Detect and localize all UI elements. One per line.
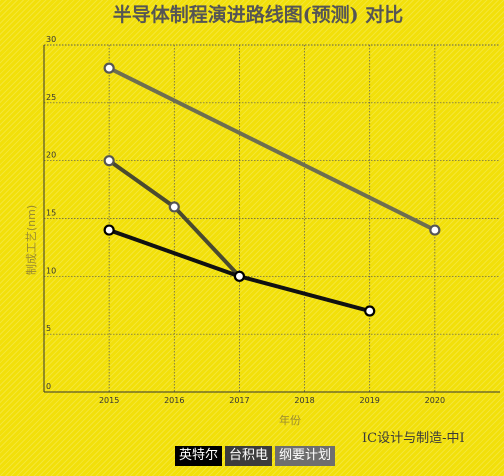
y-tick-label: 5 xyxy=(46,324,51,333)
y-tick-label: 0 xyxy=(46,382,51,391)
y-tick-label: 20 xyxy=(46,151,56,160)
legend: 英特尔 台积电 纲要计划 xyxy=(175,446,336,466)
y-tick-labels: 0 5 10 15 20 25 30 xyxy=(46,35,56,391)
data-point-s1-0 xyxy=(103,155,115,167)
data-point-s0-2 xyxy=(364,305,376,317)
data-point-s2-0 xyxy=(103,62,115,74)
data-point-s0-0 xyxy=(103,224,115,236)
axes xyxy=(43,45,500,393)
x-tick-labels: 2015 2016 2017 2018 2019 2020 xyxy=(99,396,445,405)
legend-item-tsmc[interactable]: 台积电 xyxy=(225,446,273,466)
x-tick-label: 2019 xyxy=(360,396,380,405)
x-tick-label: 2018 xyxy=(294,396,314,405)
series-layer xyxy=(103,62,441,317)
x-tick-label: 2015 xyxy=(99,396,119,405)
x-tick-label: 2020 xyxy=(425,396,445,405)
legend-item-roadmap[interactable]: 纲要计划 xyxy=(275,446,336,466)
y-tick-label: 15 xyxy=(46,209,56,218)
data-point-s2-1 xyxy=(429,224,441,236)
data-point-s1-1 xyxy=(168,201,180,213)
data-point-s0-1 xyxy=(233,270,246,282)
series-line-2 xyxy=(107,66,437,233)
y-axis-label: 制成工艺(nm) xyxy=(25,205,38,275)
watermark: IC设计与制造-中I xyxy=(362,431,465,446)
legend-item-intel[interactable]: 英特尔 xyxy=(175,446,223,466)
y-tick-label: 10 xyxy=(46,266,56,275)
x-axis-label: 年份 xyxy=(279,413,301,427)
y-tick-label: 25 xyxy=(46,93,56,102)
y-tick-label: 30 xyxy=(46,35,56,44)
chart-title: 半导体制程演进路线图(预测) 对比 xyxy=(113,3,404,26)
x-tick-label: 2016 xyxy=(164,396,184,405)
grid xyxy=(44,44,500,392)
x-tick-label: 2017 xyxy=(229,396,249,405)
